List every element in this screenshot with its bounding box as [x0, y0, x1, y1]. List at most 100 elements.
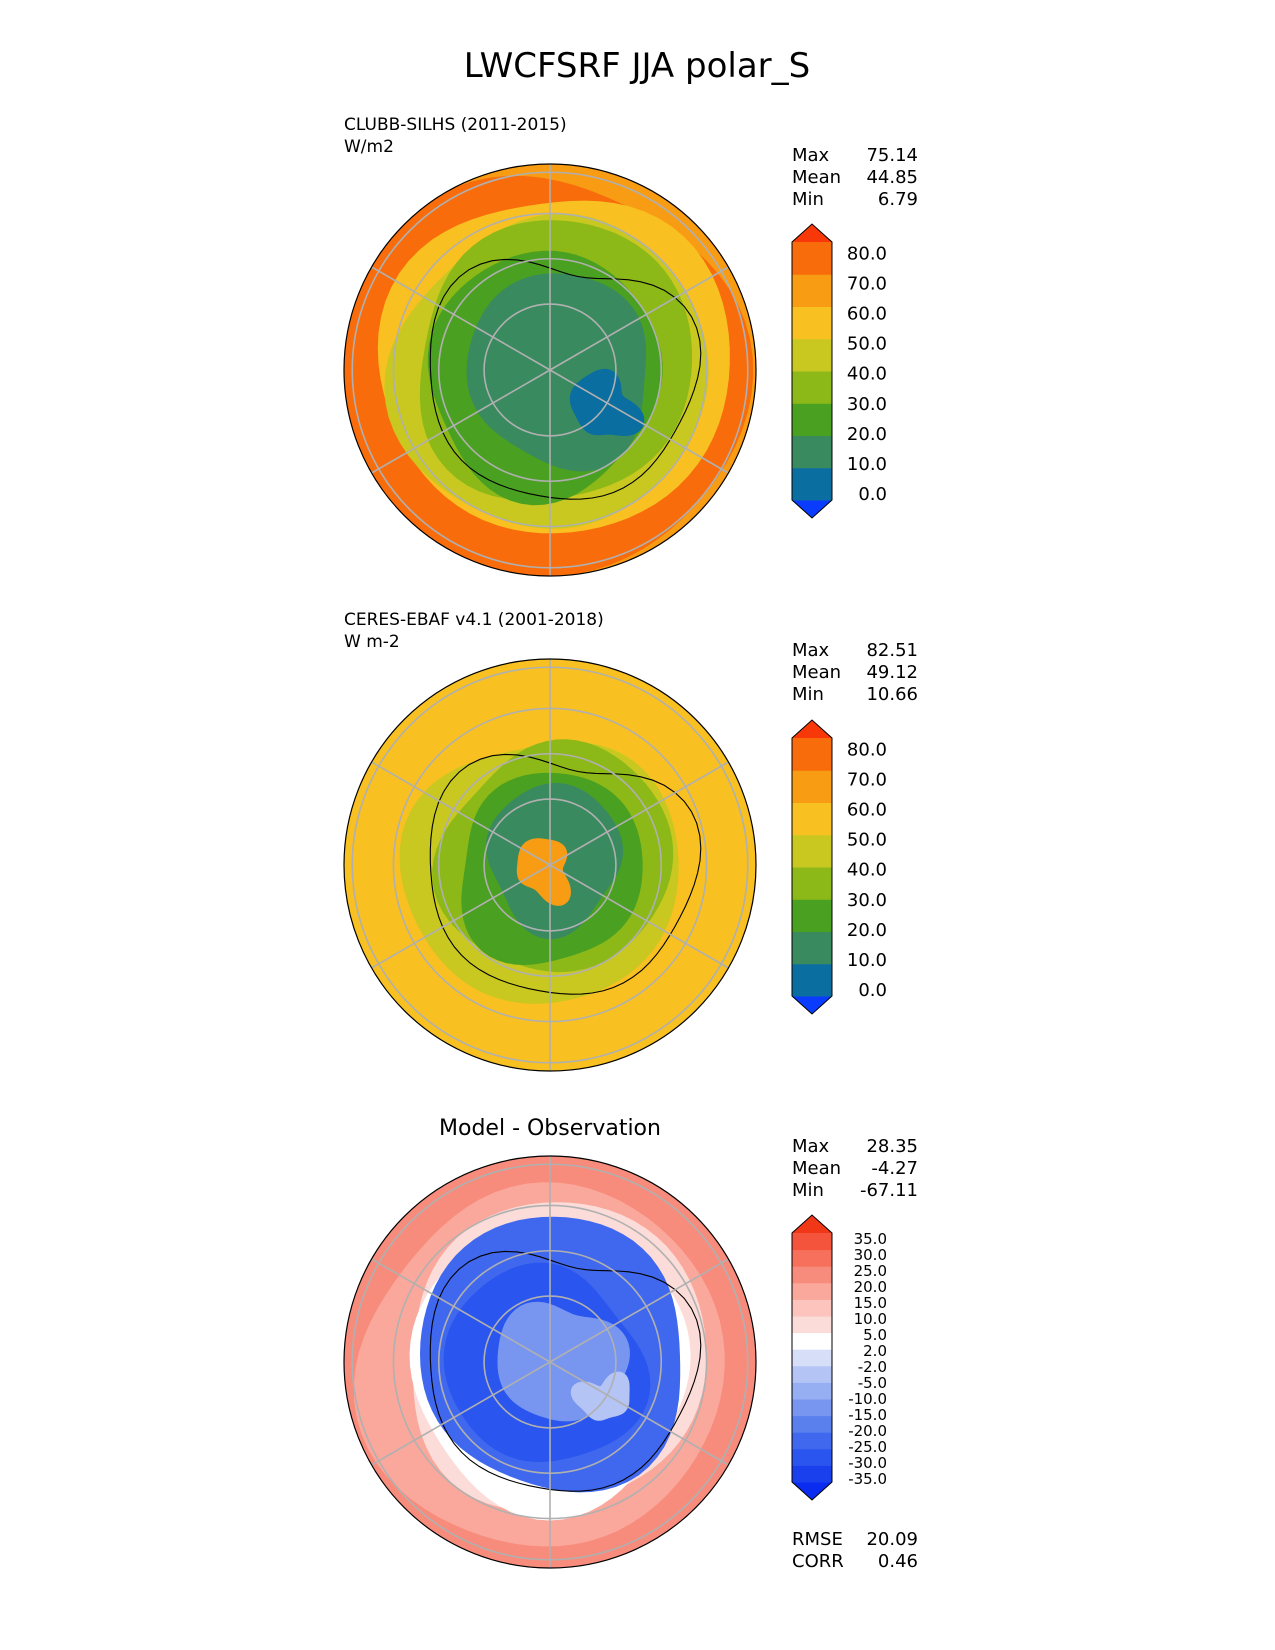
- colorbar-segment: [792, 1365, 832, 1383]
- stat-label: Min: [792, 1180, 824, 1201]
- colorbar-tick-label: -5.0: [858, 1374, 887, 1392]
- colorbar-segment: [792, 467, 832, 501]
- field-contour: [570, 1371, 630, 1421]
- colorbar-segment: [792, 1465, 832, 1483]
- colorbar-extension-min: [792, 996, 832, 1014]
- colorbar-segment: [792, 931, 832, 965]
- colorbar-tick-label: 70.0: [847, 770, 887, 791]
- colorbar-extension-max: [792, 1215, 832, 1233]
- map-boundary: [343, 658, 757, 1072]
- stat-label: Max: [792, 1136, 830, 1157]
- metric-value: 0.46: [878, 1551, 918, 1572]
- stat-label: Mean: [792, 662, 841, 683]
- colorbar-segment: [792, 770, 832, 803]
- colorbar-tick-label: 30.0: [847, 394, 887, 415]
- colorbar-segment: [792, 1349, 832, 1367]
- colorbar-segment: [792, 899, 832, 932]
- map-panel: CLUBB-SILHS (2011-2015)W/m2 Max 75.14 Mean 4…: [343, 115, 918, 577]
- colorbar-tick-label: -30.0: [848, 1454, 887, 1472]
- colorbar-segment: [792, 867, 832, 900]
- colorbar-tick-label: 40.0: [847, 364, 887, 385]
- colorbar-tick-label: -35.0: [848, 1470, 887, 1488]
- colorbar-extension-max: [792, 720, 832, 738]
- map-field: [344, 1156, 756, 1568]
- colorbar-tick-label: 40.0: [847, 860, 887, 881]
- stat-value: 44.85: [866, 167, 918, 188]
- stat-label: Max: [792, 640, 830, 661]
- colorbar: 80.0 70.0 60.0 50.0 40.0 30.0 20.0 10.0 0.0: [791, 719, 887, 1015]
- colorbar-tick-label: 0.0: [858, 484, 887, 505]
- stat-value: 28.35: [866, 1136, 918, 1157]
- colorbar: 35.030.025.020.015.010.05.02.0-2.0-5.0-1…: [791, 1214, 887, 1501]
- colorbar-tick-label: 60.0: [847, 304, 887, 325]
- stat-value: 49.12: [866, 662, 918, 683]
- colorbar: 80.0 70.0 60.0 50.0 40.0 30.0 20.0 10.0 0.0: [791, 223, 887, 519]
- map-field: [344, 164, 756, 576]
- stat-label: Mean: [792, 1158, 841, 1179]
- stat-label: Max: [792, 145, 830, 166]
- map-field: [344, 659, 756, 1071]
- panel-title: Model - Observation: [439, 1116, 661, 1141]
- map-panel: CERES-EBAF v4.1 (2001-2018)W m-2 Max 82.51…: [343, 610, 918, 1072]
- colorbar-segment: [792, 1448, 832, 1466]
- colorbar-segment: [792, 1233, 832, 1251]
- colorbar-tick-label: 30.0: [847, 890, 887, 911]
- colorbar-tick-label: 20.0: [847, 920, 887, 941]
- stat-value: -4.27: [871, 1158, 918, 1179]
- colorbar-segment: [792, 1282, 832, 1300]
- colorbar-segment: [792, 338, 832, 372]
- colorbar-segment: [792, 802, 832, 836]
- colorbar-tick-label: 20.0: [847, 424, 887, 445]
- map-gridlines: [351, 164, 749, 576]
- colorbar-segment: [792, 1266, 832, 1284]
- colorbar-tick-label: 5.0: [863, 1326, 887, 1344]
- map-gridlines: [351, 659, 749, 1071]
- stat-value: 75.14: [866, 145, 918, 166]
- colorbar-extension-min: [792, 1482, 832, 1500]
- colorbar-segment: [792, 274, 832, 307]
- colorbar-tick-label: -25.0: [848, 1438, 887, 1456]
- colorbar-tick-label: 10.0: [847, 454, 887, 475]
- colorbar-segment: [792, 242, 832, 275]
- colorbar-segment: [792, 1316, 832, 1334]
- colorbar-segment: [792, 1382, 832, 1400]
- colorbar-segment: [792, 435, 832, 469]
- colorbar-segment: [792, 1415, 832, 1433]
- colorbar-segment: [792, 1249, 832, 1267]
- colorbar-segment: [792, 963, 832, 997]
- colorbar-tick-label: 70.0: [847, 274, 887, 295]
- colorbar-tick-label: 2.0: [863, 1342, 887, 1360]
- coastline: [429, 1250, 702, 1492]
- field-contour: [516, 838, 571, 906]
- colorbar-tick-label: 15.0: [854, 1294, 887, 1312]
- stat-label: Min: [792, 684, 824, 705]
- colorbar-segment: [792, 834, 832, 868]
- metric-label: CORR: [792, 1551, 844, 1572]
- colorbar-tick-label: 30.0: [854, 1246, 887, 1264]
- stat-value: 10.66: [866, 684, 918, 705]
- panel-label: CERES-EBAF v4.1 (2001-2018): [344, 610, 604, 630]
- stat-value: 6.79: [878, 189, 918, 210]
- colorbar-tick-label: 50.0: [847, 830, 887, 851]
- colorbar-segment: [792, 1432, 832, 1450]
- colorbar-tick-label: 25.0: [854, 1262, 887, 1280]
- stat-label: Mean: [792, 167, 841, 188]
- colorbar-tick-label: -15.0: [848, 1406, 887, 1424]
- stat-value: 82.51: [866, 640, 918, 661]
- colorbar-tick-label: -20.0: [848, 1422, 887, 1440]
- metric-value: 20.09: [866, 1529, 918, 1550]
- colorbar-tick-label: 20.0: [854, 1278, 887, 1296]
- colorbar-tick-label: 60.0: [847, 800, 887, 821]
- panel-label: CLUBB-SILHS (2011-2015): [344, 115, 567, 135]
- colorbar-tick-label: 35.0: [854, 1230, 887, 1248]
- colorbar-segment: [792, 1332, 832, 1350]
- map-boundary: [343, 163, 757, 577]
- colorbar-segment: [792, 306, 832, 340]
- coastline: [429, 258, 702, 500]
- metric-label: RMSE: [792, 1529, 843, 1550]
- map-boundary: [343, 1155, 757, 1569]
- colorbar-tick-label: 80.0: [847, 740, 887, 761]
- colorbar-tick-label: 10.0: [854, 1310, 887, 1328]
- stat-value: -67.11: [860, 1180, 918, 1201]
